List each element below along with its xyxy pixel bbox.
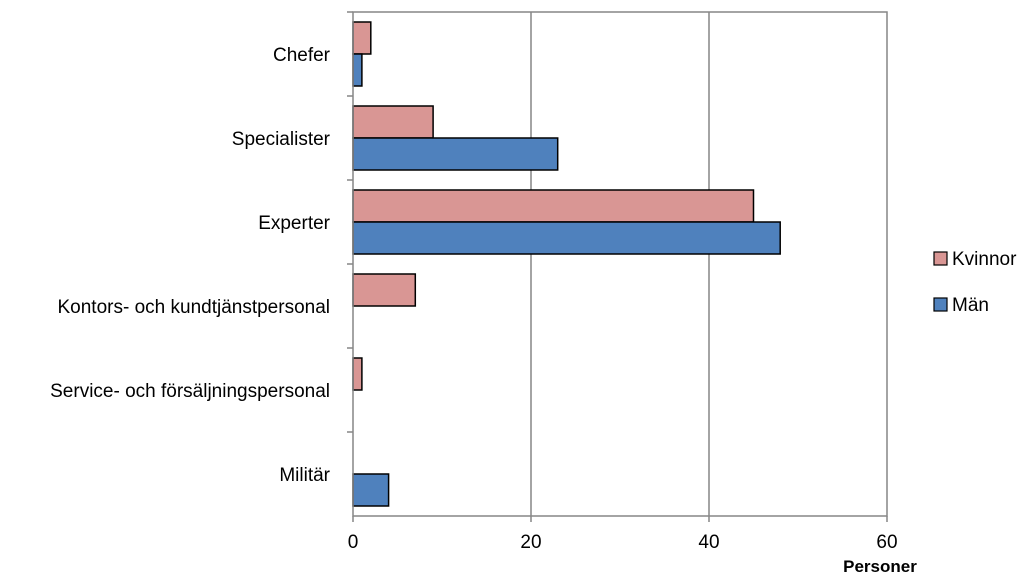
x-tick-label: 20: [520, 532, 541, 553]
tick-labels: 0 20 40 60: [348, 516, 898, 553]
x-tick-label: 0: [348, 532, 359, 553]
gridlines: [530, 12, 710, 516]
legend: Kvinnor Män: [933, 249, 1017, 316]
plot-area-frame: [352, 11, 888, 517]
category-label: Service- och försäljningspersonal: [50, 381, 330, 402]
bar-kvinnor: [352, 21, 372, 55]
bar-kvinnor: [352, 189, 755, 223]
bar-man: [352, 137, 559, 171]
x-tick-label: 40: [698, 532, 719, 553]
x-tick-label: 60: [876, 532, 897, 553]
category-label: Experter: [258, 213, 330, 234]
bar-kvinnor: [352, 357, 363, 391]
bar-kvinnor: [352, 105, 434, 139]
bars-group: [352, 21, 781, 507]
bar-man: [352, 221, 781, 255]
category-label: Specialister: [232, 129, 331, 150]
legend-swatch-man: [933, 297, 948, 312]
category-labels: Chefer Specialister Experter Kontors- och k…: [50, 11, 353, 486]
bar-man: [352, 473, 390, 507]
category-label: Militär: [279, 465, 330, 486]
legend-swatch-kvinnor: [933, 251, 948, 266]
legend-label-man: Män: [952, 295, 989, 316]
x-axis-title: Personer: [843, 557, 917, 576]
category-label: Kontors- och kundtjänstpersonal: [58, 297, 331, 318]
legend-label-kvinnor: Kvinnor: [952, 249, 1017, 270]
bar-kvinnor: [352, 273, 417, 307]
category-label: Chefer: [273, 45, 331, 66]
bar-man: [352, 53, 363, 87]
